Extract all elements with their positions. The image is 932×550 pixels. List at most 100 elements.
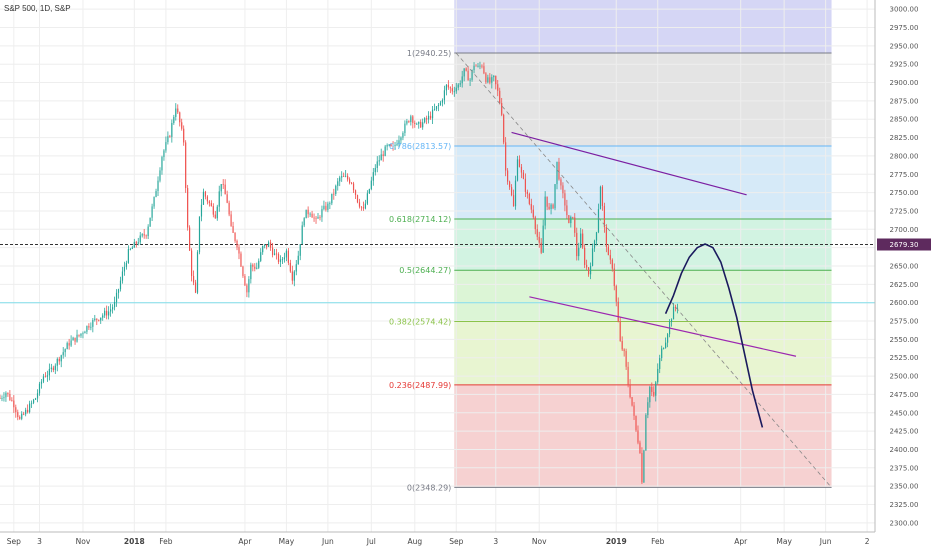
- candle-body: [177, 108, 179, 113]
- candle-body: [445, 84, 447, 91]
- candle-body: [356, 195, 359, 203]
- candle-body: [62, 352, 64, 356]
- candle-body: [591, 248, 594, 266]
- candle-body: [453, 91, 455, 93]
- y-tick-label: 2425.00: [890, 428, 919, 436]
- candle-body: [343, 176, 345, 177]
- candle-body: [402, 133, 404, 138]
- y-tick-label: 2925.00: [890, 61, 919, 69]
- candle-body: [390, 144, 392, 146]
- x-tick-label: 2018: [124, 537, 145, 546]
- candle-body: [623, 349, 625, 352]
- candle-body: [396, 144, 398, 146]
- fib-label-0.786: 0.786(2813.57): [389, 142, 451, 151]
- x-tick-label: Sep: [449, 537, 463, 546]
- candle-body: [179, 112, 181, 123]
- candle-body: [435, 106, 438, 110]
- fib-label-0.5: 0.5(2644.27): [399, 266, 451, 275]
- x-tick-label: Nov: [532, 537, 547, 546]
- candle-body: [603, 205, 606, 228]
- y-tick-label: 2750.00: [890, 189, 919, 197]
- candle-body: [461, 76, 463, 84]
- chart-title: S&P 500, 1D, S&P: [4, 4, 71, 13]
- candle-body: [54, 365, 56, 371]
- candle-body: [192, 275, 195, 283]
- candle-body: [68, 343, 70, 346]
- candle-body: [554, 184, 556, 209]
- candle-body: [98, 319, 100, 321]
- candle-body: [32, 399, 35, 403]
- candle-body: [125, 262, 128, 267]
- candle-body: [576, 232, 578, 257]
- trendline-diagonal: [455, 52, 832, 488]
- y-tick-label: 2725.00: [890, 207, 919, 215]
- candle-body: [570, 216, 572, 224]
- x-tick-label: Feb: [159, 537, 173, 546]
- candle-body: [167, 136, 169, 143]
- candle-body: [230, 214, 232, 227]
- x-tick-label: 2: [865, 537, 870, 546]
- candle-body: [329, 203, 331, 205]
- candle-body: [617, 301, 619, 322]
- candle-body: [404, 123, 406, 134]
- candle-body: [224, 184, 226, 195]
- candle-body: [489, 77, 491, 83]
- candle-body: [599, 186, 602, 210]
- candle-body: [477, 65, 479, 67]
- candle-body: [542, 225, 544, 253]
- candle-body: [443, 90, 446, 101]
- candle-body: [627, 366, 629, 385]
- candle-body: [240, 253, 242, 267]
- candle-body: [530, 203, 532, 210]
- y-tick-label: 2800.00: [890, 152, 919, 160]
- candle-body: [34, 398, 37, 400]
- candle-body: [629, 384, 631, 398]
- y-tick-label: 2875.00: [890, 97, 919, 105]
- candle-body: [232, 226, 234, 233]
- candle-body: [285, 250, 287, 258]
- candle-body: [80, 333, 82, 336]
- candle-body: [198, 216, 201, 253]
- candle-body: [88, 325, 90, 328]
- candle-body: [657, 368, 659, 383]
- candle-body: [327, 203, 329, 210]
- candle-body: [584, 247, 586, 265]
- candle-body: [299, 244, 301, 256]
- candle-body: [514, 180, 517, 207]
- candle-body: [378, 160, 380, 162]
- x-tick-label: May: [279, 537, 295, 546]
- fib-zone-top: [454, 0, 832, 54]
- candle-body: [264, 244, 266, 246]
- candle-body: [410, 116, 412, 123]
- fib-zone-0.786: [454, 145, 832, 219]
- y-tick-label: 2775.00: [890, 171, 919, 179]
- trendline-lower-channel: [529, 296, 797, 357]
- candle-body: [216, 206, 218, 219]
- candle-body: [25, 409, 27, 415]
- candle-body: [429, 115, 432, 119]
- candle-body: [416, 123, 418, 125]
- candle-body: [104, 310, 106, 316]
- candle-body: [9, 393, 11, 401]
- candle-body: [3, 397, 5, 399]
- candle-body: [609, 255, 611, 260]
- last-price-label: 2679.30: [890, 241, 919, 249]
- candle-body: [398, 140, 400, 145]
- y-tick-label: 2600.00: [890, 299, 919, 307]
- candle-body: [165, 142, 167, 151]
- candle-body: [64, 349, 66, 353]
- candle-body: [323, 205, 325, 210]
- candle-body: [349, 179, 351, 183]
- candle-body: [218, 191, 220, 207]
- candle-body: [271, 247, 274, 255]
- candle-body: [212, 206, 214, 215]
- candle-body: [649, 386, 651, 403]
- candle-body: [651, 386, 653, 392]
- candle-body: [293, 271, 295, 281]
- candle-body: [507, 170, 509, 182]
- candle-body: [29, 403, 31, 413]
- candle-body: [487, 77, 489, 83]
- candle-body: [481, 65, 483, 67]
- candle-body: [647, 402, 649, 416]
